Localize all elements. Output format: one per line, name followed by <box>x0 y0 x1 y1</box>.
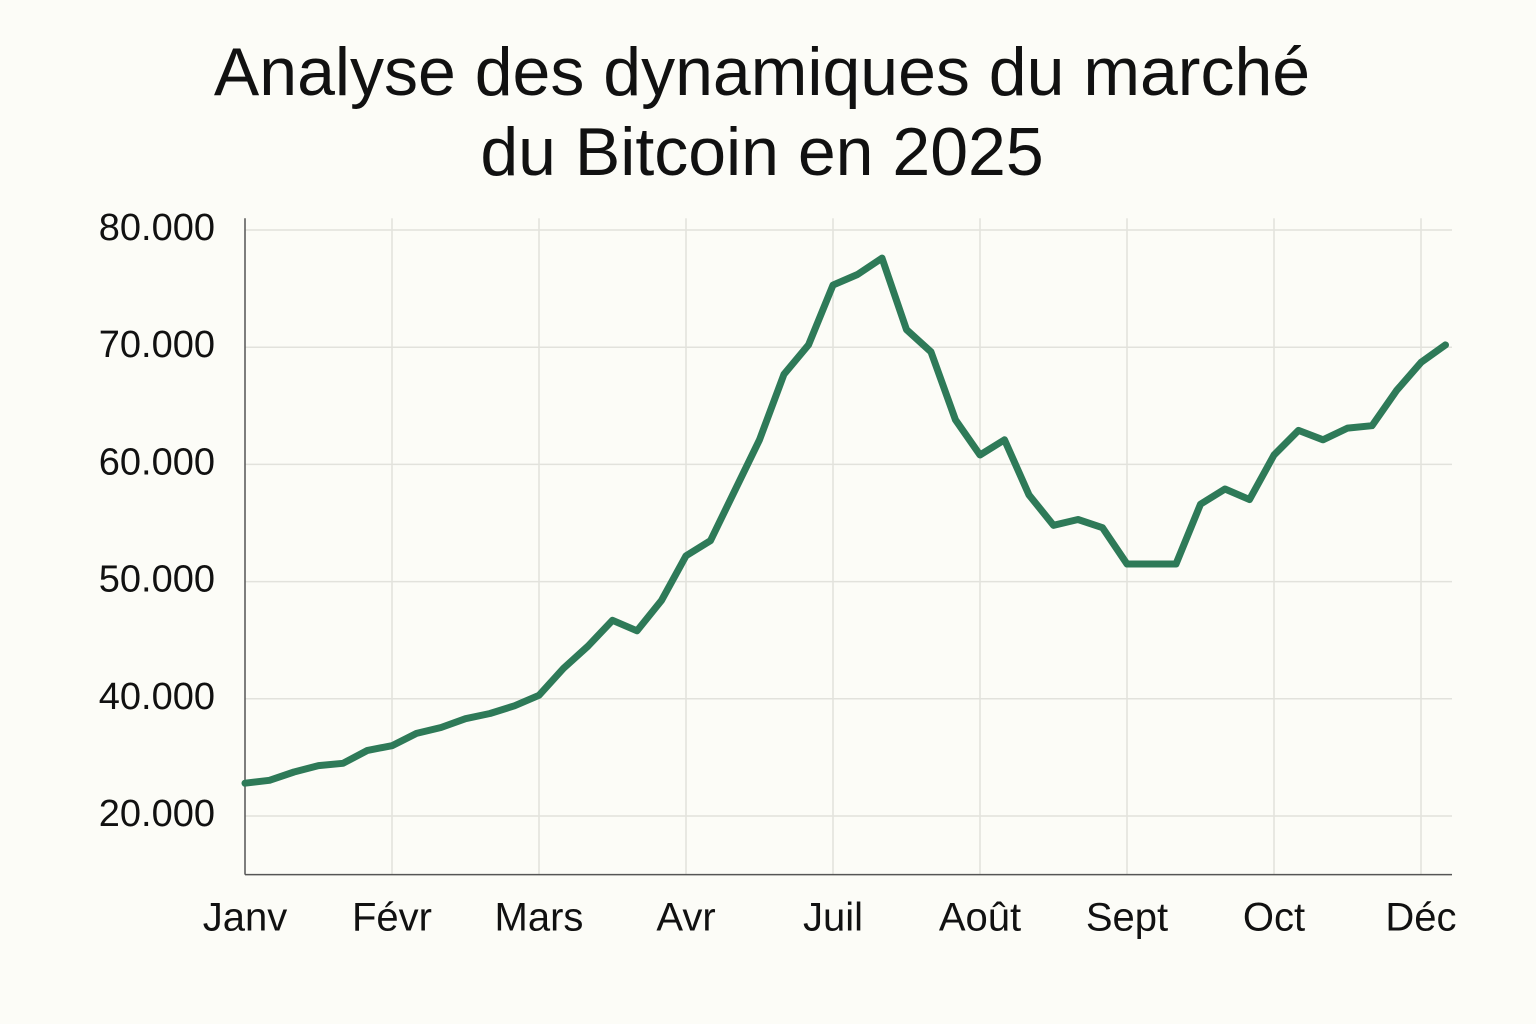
y-tick-label: 70.000 <box>99 324 215 366</box>
x-tick-label: Déc <box>1385 896 1456 940</box>
x-tick-label: Juil <box>803 896 863 940</box>
x-tick-label: Avr <box>656 896 715 940</box>
x-tick-label: Janv <box>203 896 288 940</box>
x-tick-label: Mars <box>495 896 584 940</box>
x-tick-label: Août <box>939 896 1021 940</box>
x-tick-label: Févr <box>352 896 432 940</box>
y-tick-label: 40.000 <box>99 676 215 718</box>
y-tick-label: 50.000 <box>99 559 215 601</box>
y-tick-label: 80.000 <box>99 207 215 249</box>
x-tick-label: Oct <box>1243 896 1305 940</box>
y-tick-label: 20.000 <box>99 793 215 835</box>
chart-title: Analyse des dynamiques du marché du Bitc… <box>213 34 1311 190</box>
x-tick-label: Sept <box>1086 896 1168 940</box>
y-tick-label: 60.000 <box>99 441 215 483</box>
price-line <box>241 254 1449 787</box>
